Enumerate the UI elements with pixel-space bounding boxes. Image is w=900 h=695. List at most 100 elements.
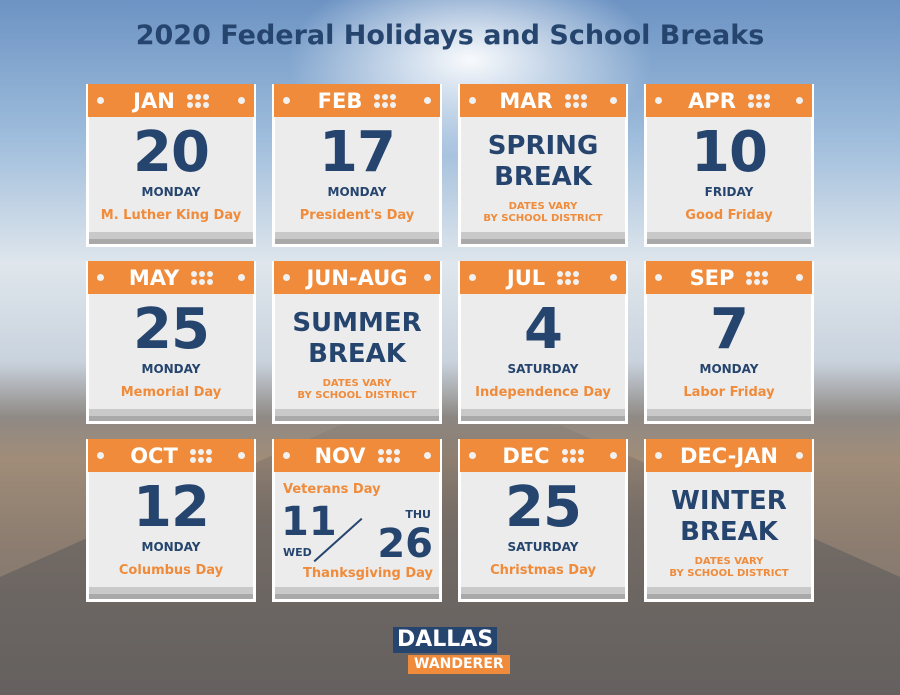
day-number: 25: [133, 297, 210, 362]
dots-grid-icon: [374, 93, 397, 108]
month-header: APR: [646, 84, 812, 117]
dots-grid-icon: [557, 270, 580, 285]
break-title: SPRING BREAK: [461, 131, 625, 193]
binder-dot-icon: [238, 274, 245, 281]
card-body: JUL 4 SATURDAY Independence Day: [460, 261, 626, 421]
binder-dot-icon: [796, 274, 803, 281]
dots-grid-icon: [191, 270, 214, 285]
holiday-name: Independence Day: [475, 385, 611, 400]
break-line2: BREAK: [494, 162, 592, 192]
dots-grid-icon: [377, 448, 400, 463]
card-body: APR 10 FRIDAY Good Friday: [646, 84, 812, 244]
binder-dot-icon: [424, 97, 431, 104]
day-number-1: 11: [281, 499, 337, 545]
binder-dot-icon: [238, 97, 245, 104]
card-footer: [89, 587, 253, 599]
day-number-2: 26: [377, 521, 433, 567]
month-header: JUL: [460, 261, 626, 294]
card-footer: [461, 409, 625, 421]
break-line1: WINTER: [671, 486, 787, 516]
binder-dot-icon: [610, 97, 617, 104]
break-note: DATES VARY BY SCHOOL DISTRICT: [461, 201, 625, 225]
card-footer: [647, 587, 811, 599]
logo-line1: DALLAS: [393, 627, 498, 653]
weekday: MONDAY: [141, 362, 201, 376]
card-body: JUN-AUG SUMMER BREAK DATES VARY BY SCHOOL D…: [274, 261, 440, 421]
month-label: JUN-AUG: [306, 265, 408, 290]
month-label: JUL: [506, 265, 546, 290]
binder-dot-icon: [238, 452, 245, 459]
binder-dot-icon: [655, 97, 662, 104]
binder-dot-icon: [97, 452, 104, 459]
month-label: NOV: [314, 443, 366, 468]
calendar-card-oct: OCT 12 MONDAY Columbus Day: [86, 439, 256, 602]
month-label: MAR: [499, 88, 553, 113]
calendar-card-apr: APR 10 FRIDAY Good Friday: [644, 84, 814, 247]
holiday-name-2: Thanksgiving Day: [303, 566, 433, 581]
binder-dot-icon: [97, 97, 104, 104]
weekday-2: THU: [405, 508, 431, 521]
break-title: SUMMER BREAK: [275, 308, 439, 370]
binder-dot-icon: [655, 274, 662, 281]
month-header: NOV: [274, 439, 440, 472]
card-body: FEB 17 MONDAY President's Day: [274, 84, 440, 244]
day-number: 20: [133, 120, 210, 185]
note-line1: DATES VARY: [322, 378, 392, 389]
card-footer: [647, 232, 811, 244]
dots-grid-icon: [186, 93, 209, 108]
card-footer: [647, 409, 811, 421]
binder-dot-icon: [469, 274, 476, 281]
holiday-name: Memorial Day: [120, 385, 222, 400]
card-body: SEP 7 MONDAY Labor Friday: [646, 261, 812, 421]
binder-dot-icon: [283, 452, 290, 459]
dots-grid-icon: [189, 448, 212, 463]
calendar-card-jul: JUL 4 SATURDAY Independence Day: [458, 261, 628, 424]
calendar-card-sep: SEP 7 MONDAY Labor Friday: [644, 261, 814, 424]
card-footer: [275, 232, 439, 244]
card-footer: [275, 587, 439, 599]
weekday: MONDAY: [699, 362, 759, 376]
holiday-name-1: Veterans Day: [283, 482, 381, 497]
dots-grid-icon: [561, 448, 584, 463]
binder-dot-icon: [655, 452, 662, 459]
month-header: JUN-AUG: [274, 261, 440, 294]
card-footer: [275, 409, 439, 421]
logo: DALLAS WANDERER: [393, 627, 510, 674]
logo-line2: WANDERER: [408, 655, 510, 674]
break-title: WINTER BREAK: [647, 486, 811, 548]
break-line1: SPRING: [487, 131, 599, 161]
card-body: MAR SPRING BREAK DATES VARY BY SCHOOL DISTR…: [460, 84, 626, 244]
binder-dot-icon: [796, 97, 803, 104]
card-body: DEC-JAN WINTER BREAK DATES VARY BY SCHOOL D…: [646, 439, 812, 599]
card-footer: [89, 409, 253, 421]
card-footer: [461, 587, 625, 599]
card-body: MAY 25 MONDAY Memorial Day: [88, 261, 254, 421]
weekday: SATURDAY: [507, 362, 579, 376]
day-number: 12: [133, 475, 210, 540]
day-number: 17: [319, 120, 396, 185]
holiday-name: Columbus Day: [118, 563, 224, 578]
binder-dot-icon: [469, 452, 476, 459]
holiday-name: President's Day: [299, 208, 415, 223]
weekday: FRIDAY: [704, 185, 754, 199]
binder-dot-icon: [796, 452, 803, 459]
day-number: 10: [691, 120, 768, 185]
month-label: DEC: [502, 443, 550, 468]
month-label: MAY: [128, 265, 180, 290]
day-number: 4: [524, 297, 563, 362]
month-header: FEB: [274, 84, 440, 117]
month-header: DEC-JAN: [646, 439, 812, 472]
month-label: JAN: [133, 88, 175, 113]
month-header: SEP: [646, 261, 812, 294]
note-line1: DATES VARY: [508, 201, 578, 212]
card-footer: [89, 232, 253, 244]
month-label: DEC-JAN: [679, 443, 779, 468]
calendar-card-mar: MAR SPRING BREAK DATES VARY BY SCHOOL DISTR…: [458, 84, 628, 247]
month-label: SEP: [689, 265, 735, 290]
holiday-name: Christmas Day: [490, 563, 596, 578]
calendar-card-dec: DEC 25 SATURDAY Christmas Day: [458, 439, 628, 602]
break-note: DATES VARY BY SCHOOL DISTRICT: [647, 556, 811, 580]
break-line2: BREAK: [680, 517, 778, 547]
month-label: OCT: [130, 443, 178, 468]
month-header: OCT: [88, 439, 254, 472]
